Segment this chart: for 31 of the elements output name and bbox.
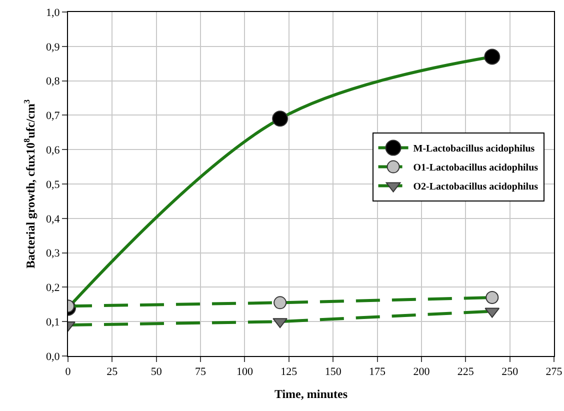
x-tick-label: 200	[413, 366, 430, 378]
point	[274, 296, 287, 310]
x-tick-label: 250	[502, 366, 519, 378]
y-tick-label: 0,4	[46, 213, 60, 226]
point	[272, 110, 288, 127]
y-tick-label: 1,0	[46, 6, 60, 19]
legend-label: O1-Lactobacillus acidophilus	[413, 162, 538, 174]
x-tick-label: 100	[236, 366, 254, 378]
x-tick-label: 25	[106, 366, 118, 378]
x-tick-label: 150	[324, 366, 342, 378]
x-tick-label: 175	[369, 366, 386, 378]
y-tick-label: 0,2	[46, 282, 60, 294]
y-tick-label: 0,7	[46, 110, 60, 122]
y-tick-label: 0,5	[46, 178, 60, 191]
y-tick-label: 0,1	[46, 316, 60, 328]
x-tick-label: 0	[65, 366, 72, 378]
x-tick-label: 225	[457, 366, 474, 378]
x-tick-label: 75	[195, 366, 207, 378]
legend-label: O2-Lactobacillus acidophilus	[413, 182, 538, 193]
y-tick-label: 0,9	[46, 41, 60, 54]
x-tick-label: 275	[546, 366, 563, 378]
y-tick-label: 0,8	[46, 76, 60, 88]
legend-label: M-Lactobacillus acidophilus	[413, 144, 535, 155]
y-tick-label: 0,6	[46, 144, 60, 156]
point	[484, 48, 500, 65]
point	[486, 291, 499, 304]
x-tick-label: 125	[280, 366, 298, 378]
y-tick-label: 0,3	[46, 248, 60, 260]
x-axis-title: Time, minutes	[274, 387, 348, 402]
x-tick-label: 50	[150, 366, 162, 378]
y-tick-label: 0,0	[46, 350, 60, 363]
